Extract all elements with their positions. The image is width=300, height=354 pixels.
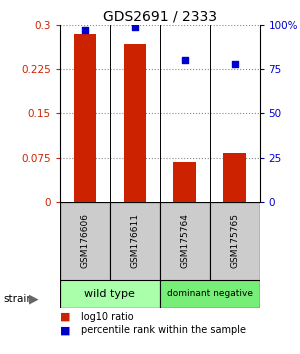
Text: ■: ■ (60, 312, 70, 322)
Title: GDS2691 / 2333: GDS2691 / 2333 (103, 10, 217, 24)
Bar (60, 280, 160, 308)
Text: GSM175765: GSM175765 (230, 213, 239, 268)
Text: ■: ■ (60, 325, 70, 335)
Bar (124, 44, 146, 202)
Bar (74, 34, 96, 202)
Text: strain: strain (3, 294, 33, 304)
Bar (110, 202, 160, 280)
Point (132, 24, 137, 29)
Text: GSM176606: GSM176606 (80, 213, 89, 268)
Bar (173, 162, 196, 202)
Bar (60, 202, 110, 280)
Point (82, 27, 87, 33)
Text: wild type: wild type (84, 289, 135, 299)
Point (182, 57, 187, 63)
Text: GSM176611: GSM176611 (130, 213, 139, 268)
Text: dominant negative: dominant negative (167, 289, 253, 298)
Text: GSM175764: GSM175764 (180, 213, 189, 268)
Bar (160, 280, 260, 308)
Bar (210, 202, 260, 280)
Bar (223, 153, 246, 202)
Text: percentile rank within the sample: percentile rank within the sample (81, 325, 246, 335)
Text: log10 ratio: log10 ratio (81, 312, 134, 322)
Text: ▶: ▶ (28, 293, 38, 306)
Bar (160, 202, 210, 280)
Point (232, 61, 237, 67)
